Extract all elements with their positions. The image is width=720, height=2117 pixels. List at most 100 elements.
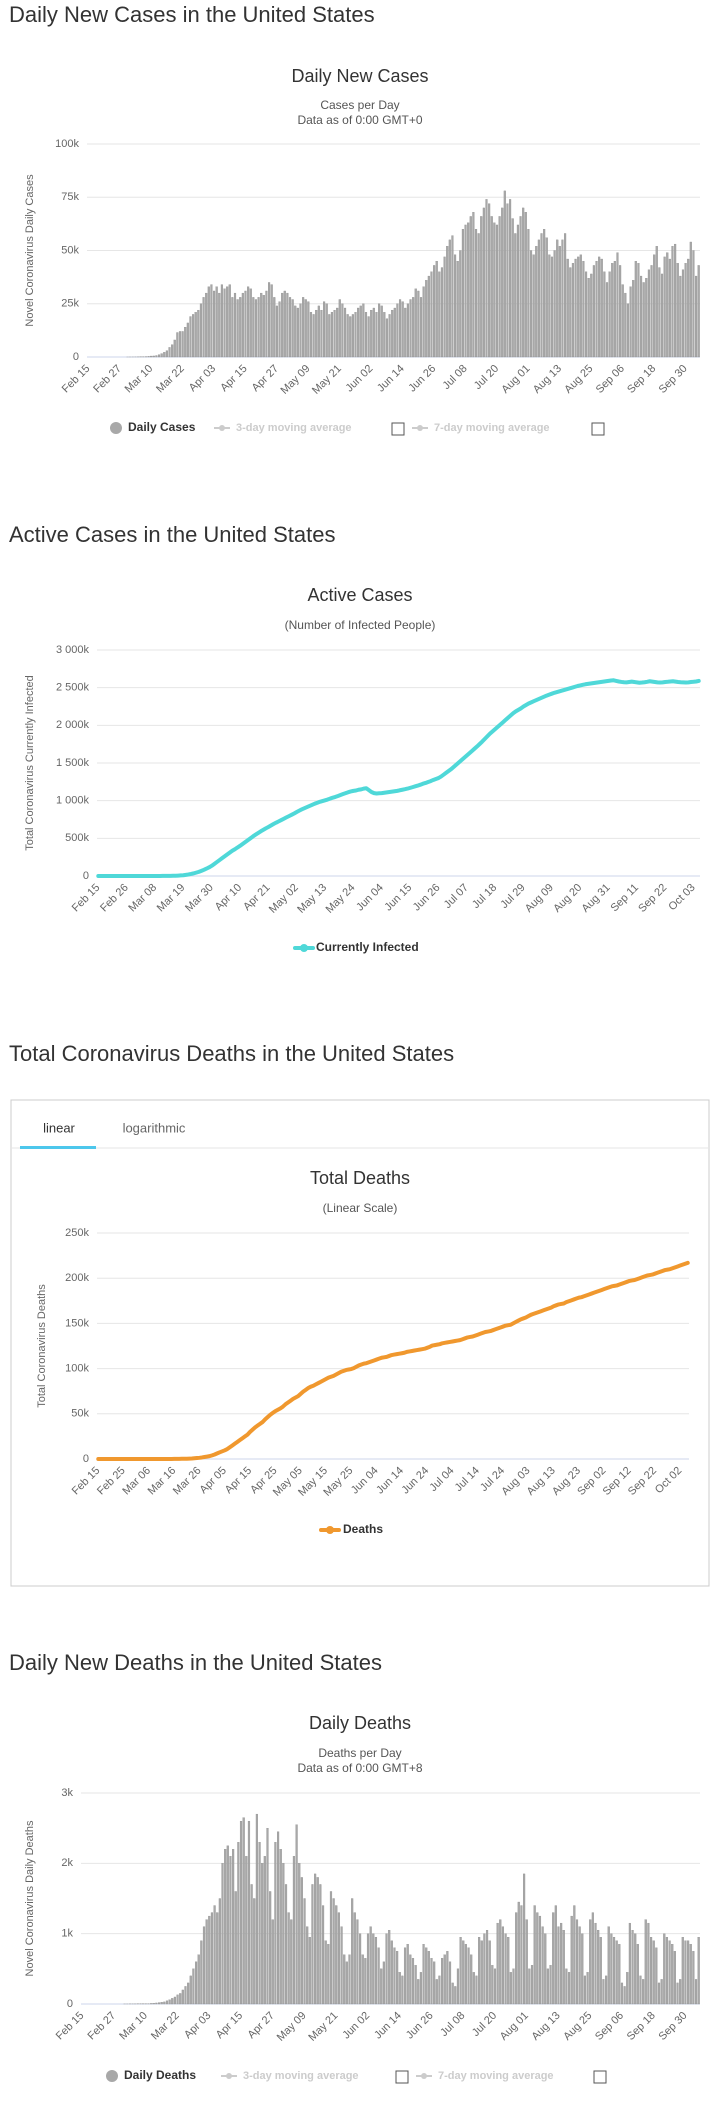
bar (467, 1947, 470, 2005)
bar (176, 1994, 179, 2005)
bar (385, 1933, 388, 2005)
bar (223, 288, 226, 358)
legend-label[interactable]: 3-day moving average (243, 2070, 359, 2082)
bar (239, 297, 242, 358)
bar (550, 256, 554, 358)
bar (262, 295, 265, 358)
bar (556, 239, 559, 358)
legend-marker[interactable] (110, 422, 122, 434)
tab-linear[interactable]: linear (43, 1120, 75, 1135)
bar (562, 1930, 565, 2005)
bar (597, 1930, 600, 2005)
bar (598, 256, 601, 358)
legend-icon[interactable] (417, 425, 423, 431)
bar (194, 312, 197, 358)
checkbox[interactable] (593, 2070, 607, 2084)
checkbox[interactable] (391, 422, 405, 436)
bar (403, 1947, 407, 2005)
x-tick-label: Feb 27 (91, 363, 124, 396)
bar (173, 1996, 176, 2005)
bar (517, 1901, 520, 2005)
bar (504, 1933, 507, 2005)
bar (207, 286, 210, 358)
checkbox[interactable] (395, 2070, 409, 2084)
legend-label[interactable]: Daily Deaths (124, 2068, 196, 2082)
bar (644, 1919, 647, 2005)
bar (393, 307, 396, 358)
bar (224, 1849, 227, 2005)
legend-label[interactable]: Deaths (343, 1522, 383, 1536)
bar (477, 233, 480, 358)
bar (247, 286, 250, 358)
y-tick-label: 3 000k (56, 644, 90, 656)
bar (611, 263, 614, 358)
bar (530, 1965, 534, 2005)
bar (594, 1922, 597, 2005)
bar (679, 1979, 682, 2005)
bar (184, 327, 187, 358)
bar (516, 224, 520, 358)
legend-label[interactable]: Daily Cases (128, 420, 196, 434)
bar (603, 271, 606, 358)
legend-label[interactable]: Currently Infected (316, 940, 419, 954)
bar (438, 271, 441, 358)
bar (536, 1912, 539, 2005)
bar (618, 1944, 621, 2005)
checkbox[interactable] (591, 422, 605, 436)
legend-icon[interactable] (421, 2073, 427, 2079)
legend-label[interactable]: 3-day moving average (236, 422, 352, 434)
legend-label[interactable]: 7-day moving average (434, 422, 550, 434)
legend-icon[interactable] (326, 1526, 334, 1534)
x-tick-label: Jun 14 (375, 363, 407, 395)
bar (378, 303, 381, 358)
bar (197, 1954, 200, 2005)
bar (150, 2003, 153, 2005)
bar (694, 1979, 698, 2005)
bar (519, 216, 522, 358)
bar (623, 1986, 626, 2005)
bar (298, 1863, 301, 2005)
bar (456, 260, 459, 358)
bar (632, 280, 635, 358)
bar (443, 1954, 446, 2005)
legend-icon[interactable] (226, 2073, 232, 2079)
bar (237, 1842, 240, 2005)
bar (533, 1905, 536, 2005)
bar (255, 1813, 258, 2005)
chart-title: Total Deaths (310, 1168, 410, 1188)
bar (278, 301, 281, 358)
tab-logarithmic[interactable]: logarithmic (123, 1120, 186, 1135)
x-tick-label: Mar 10 (117, 2010, 150, 2043)
bar (377, 1947, 380, 2005)
legend-icon[interactable] (300, 944, 308, 952)
bar (325, 303, 328, 358)
section-heading: Daily New Deaths in the United States (9, 1650, 382, 1675)
x-tick-label: Aug 01 (498, 2010, 531, 2043)
bar (687, 258, 690, 358)
bar (495, 224, 499, 358)
bar (512, 1968, 515, 2005)
bar (336, 307, 339, 358)
bar (577, 256, 580, 358)
y-tick-label: 250k (65, 1227, 89, 1239)
bar (649, 1937, 653, 2005)
legend-icon[interactable] (219, 425, 225, 431)
bar (506, 203, 509, 358)
bar (270, 284, 273, 358)
legend-label[interactable]: 7-day moving average (438, 2070, 554, 2082)
bar (451, 235, 454, 358)
bar (624, 292, 627, 358)
bar (181, 1989, 184, 2005)
x-tick-label: Sep 06 (593, 2010, 626, 2043)
bar (650, 265, 653, 358)
y-tick-label: 200k (65, 1272, 89, 1284)
bar (279, 1849, 282, 2005)
legend-marker[interactable] (106, 2070, 118, 2082)
bar (620, 1982, 624, 2005)
bar (544, 1933, 547, 2005)
x-tick-label: May 21 (310, 363, 344, 397)
bar (587, 278, 590, 358)
bar (689, 1944, 692, 2005)
bar (345, 1961, 348, 2005)
bar (448, 1961, 452, 2005)
